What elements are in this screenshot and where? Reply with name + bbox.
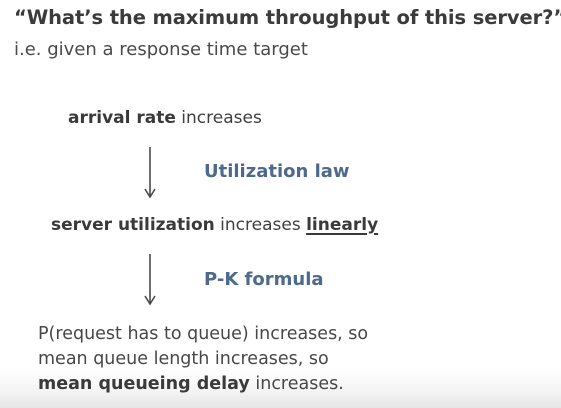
result-queueing-delay-term: mean queueing delay	[38, 374, 250, 394]
step-arrival-rate-term: arrival rate	[68, 108, 176, 128]
pk-formula-label: P-K formula	[204, 269, 324, 290]
result-line-queueing-delay: mean queueing delay increases.	[38, 372, 368, 397]
result-block: P(request has to queue) increases, so me…	[38, 322, 368, 397]
step-server-utilization-rest: increases	[214, 215, 307, 235]
slide-title: “What’s the maximum throughput of this s…	[14, 6, 561, 29]
utilization-law-label: Utilization law	[204, 161, 350, 182]
result-line-queue-length: mean queue length increases, so	[38, 349, 329, 369]
slide-subtitle: i.e. given a response time target	[14, 39, 308, 60]
step-arrival-rate: arrival rate increases	[68, 108, 262, 128]
result-line-queue-probability: P(request has to queue) increases, so	[38, 324, 369, 344]
step-server-utilization-term: server utilization	[51, 215, 215, 235]
arrow-down-icon	[144, 147, 156, 199]
step-server-utilization: server utilization increases linearly	[51, 215, 378, 235]
step-arrival-rate-rest: increases	[175, 108, 262, 128]
result-queueing-delay-rest: increases.	[249, 374, 344, 394]
linearly-emphasis: linearly	[306, 215, 379, 235]
arrow-down-icon	[144, 254, 156, 306]
